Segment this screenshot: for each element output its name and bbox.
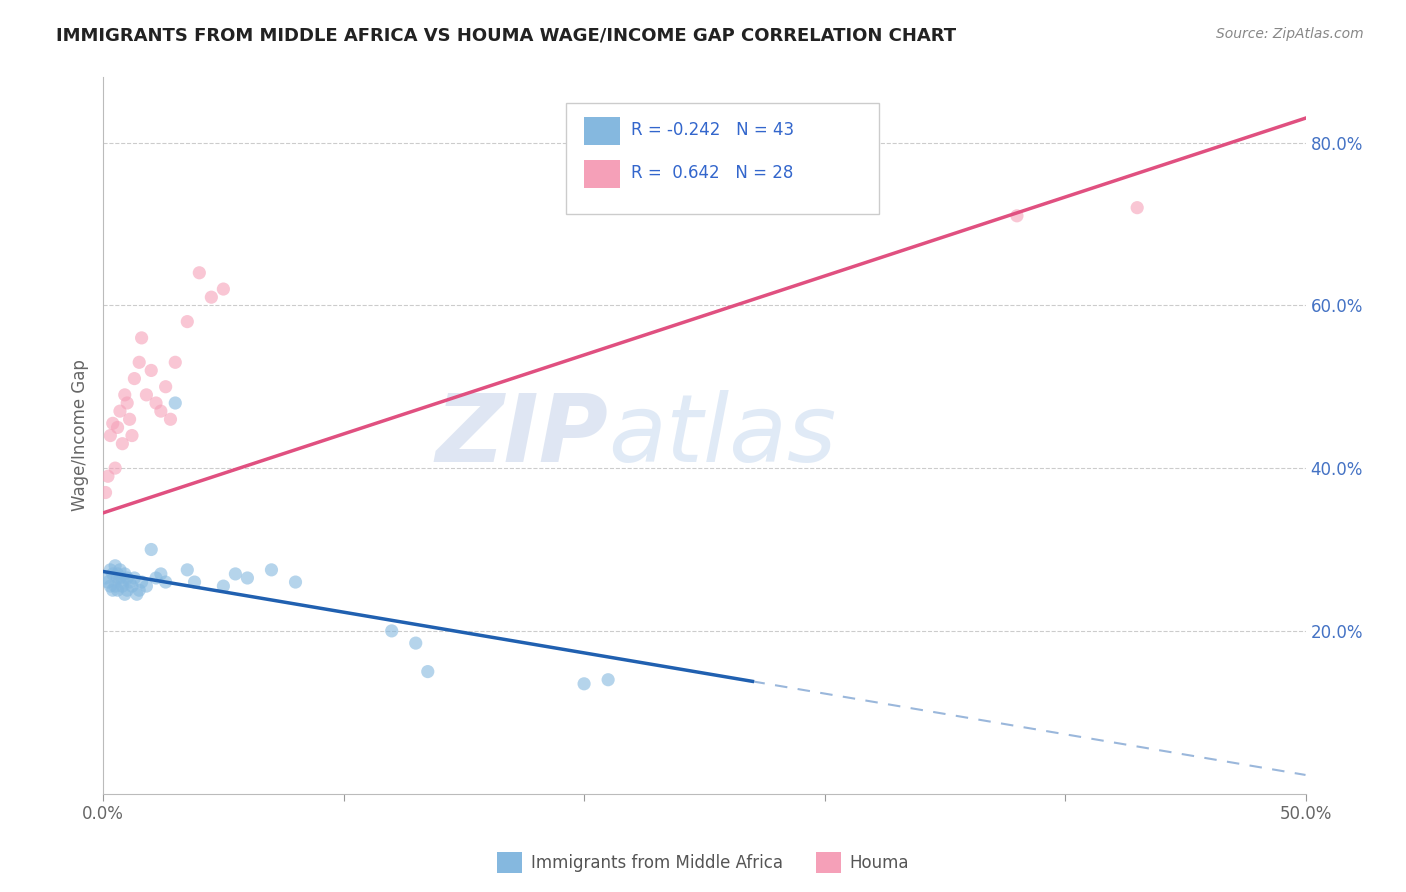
Point xyxy=(108,404,131,418)
Point xyxy=(183,575,205,590)
Text: IMMIGRANTS FROM MIDDLE AFRICA VS HOUMA WAGE/INCOME GAP CORRELATION CHART: IMMIGRANTS FROM MIDDLE AFRICA VS HOUMA W… xyxy=(56,27,956,45)
Text: R = -0.242   N = 43: R = -0.242 N = 43 xyxy=(631,120,794,139)
Point xyxy=(131,575,153,590)
Point xyxy=(125,587,148,601)
Point xyxy=(145,396,167,410)
FancyBboxPatch shape xyxy=(567,103,879,213)
Point xyxy=(188,266,211,280)
Point xyxy=(98,579,121,593)
Point xyxy=(165,396,187,410)
Point xyxy=(98,428,121,442)
Point xyxy=(135,388,157,402)
Point xyxy=(405,636,427,650)
Point xyxy=(94,485,117,500)
Point xyxy=(114,566,136,581)
Point xyxy=(141,363,163,377)
Point xyxy=(104,558,127,573)
Text: atlas: atlas xyxy=(609,390,837,481)
Point xyxy=(115,571,138,585)
Text: Source: ZipAtlas.com: Source: ZipAtlas.com xyxy=(1216,27,1364,41)
Point xyxy=(118,575,141,590)
Point xyxy=(108,563,131,577)
FancyBboxPatch shape xyxy=(583,160,620,188)
Point xyxy=(572,677,595,691)
Point xyxy=(155,380,177,394)
Point xyxy=(381,624,404,638)
Point xyxy=(124,371,146,385)
Legend: Immigrants from Middle Africa, Houma: Immigrants from Middle Africa, Houma xyxy=(491,846,915,880)
Point xyxy=(149,566,172,581)
Point xyxy=(176,315,198,329)
Y-axis label: Wage/Income Gap: Wage/Income Gap xyxy=(72,359,89,511)
Point xyxy=(115,396,138,410)
Point xyxy=(104,461,127,475)
Point xyxy=(165,355,187,369)
Point xyxy=(111,575,134,590)
Point xyxy=(128,355,150,369)
Point xyxy=(200,290,222,304)
Point xyxy=(97,575,120,590)
Point xyxy=(141,542,163,557)
Point xyxy=(121,579,143,593)
Point xyxy=(108,571,131,585)
FancyBboxPatch shape xyxy=(583,117,620,145)
Point xyxy=(101,583,124,598)
Point xyxy=(155,575,177,590)
Point xyxy=(145,571,167,585)
Point xyxy=(118,412,141,426)
Point xyxy=(94,571,117,585)
Point xyxy=(131,331,153,345)
Point xyxy=(224,566,246,581)
Point xyxy=(104,579,127,593)
Point xyxy=(115,583,138,598)
Point xyxy=(598,673,620,687)
Point xyxy=(135,579,157,593)
Point xyxy=(111,579,134,593)
Text: R =  0.642   N = 28: R = 0.642 N = 28 xyxy=(631,164,793,182)
Point xyxy=(101,417,124,431)
Point xyxy=(107,583,129,598)
Point xyxy=(121,428,143,442)
Point xyxy=(107,571,129,585)
Point xyxy=(107,420,129,434)
Point xyxy=(416,665,439,679)
Point xyxy=(124,571,146,585)
Point xyxy=(98,563,121,577)
Point xyxy=(212,579,235,593)
Point xyxy=(114,587,136,601)
Point xyxy=(212,282,235,296)
Point xyxy=(97,469,120,483)
Point xyxy=(101,566,124,581)
Point xyxy=(114,388,136,402)
Text: ZIP: ZIP xyxy=(436,390,609,482)
Point xyxy=(176,563,198,577)
Point xyxy=(159,412,181,426)
Point xyxy=(1005,209,1028,223)
Point xyxy=(284,575,307,590)
Point xyxy=(111,436,134,450)
Point xyxy=(1126,201,1149,215)
Point xyxy=(236,571,259,585)
Point xyxy=(260,563,283,577)
Point xyxy=(107,566,129,581)
Point xyxy=(128,583,150,598)
Point xyxy=(149,404,172,418)
